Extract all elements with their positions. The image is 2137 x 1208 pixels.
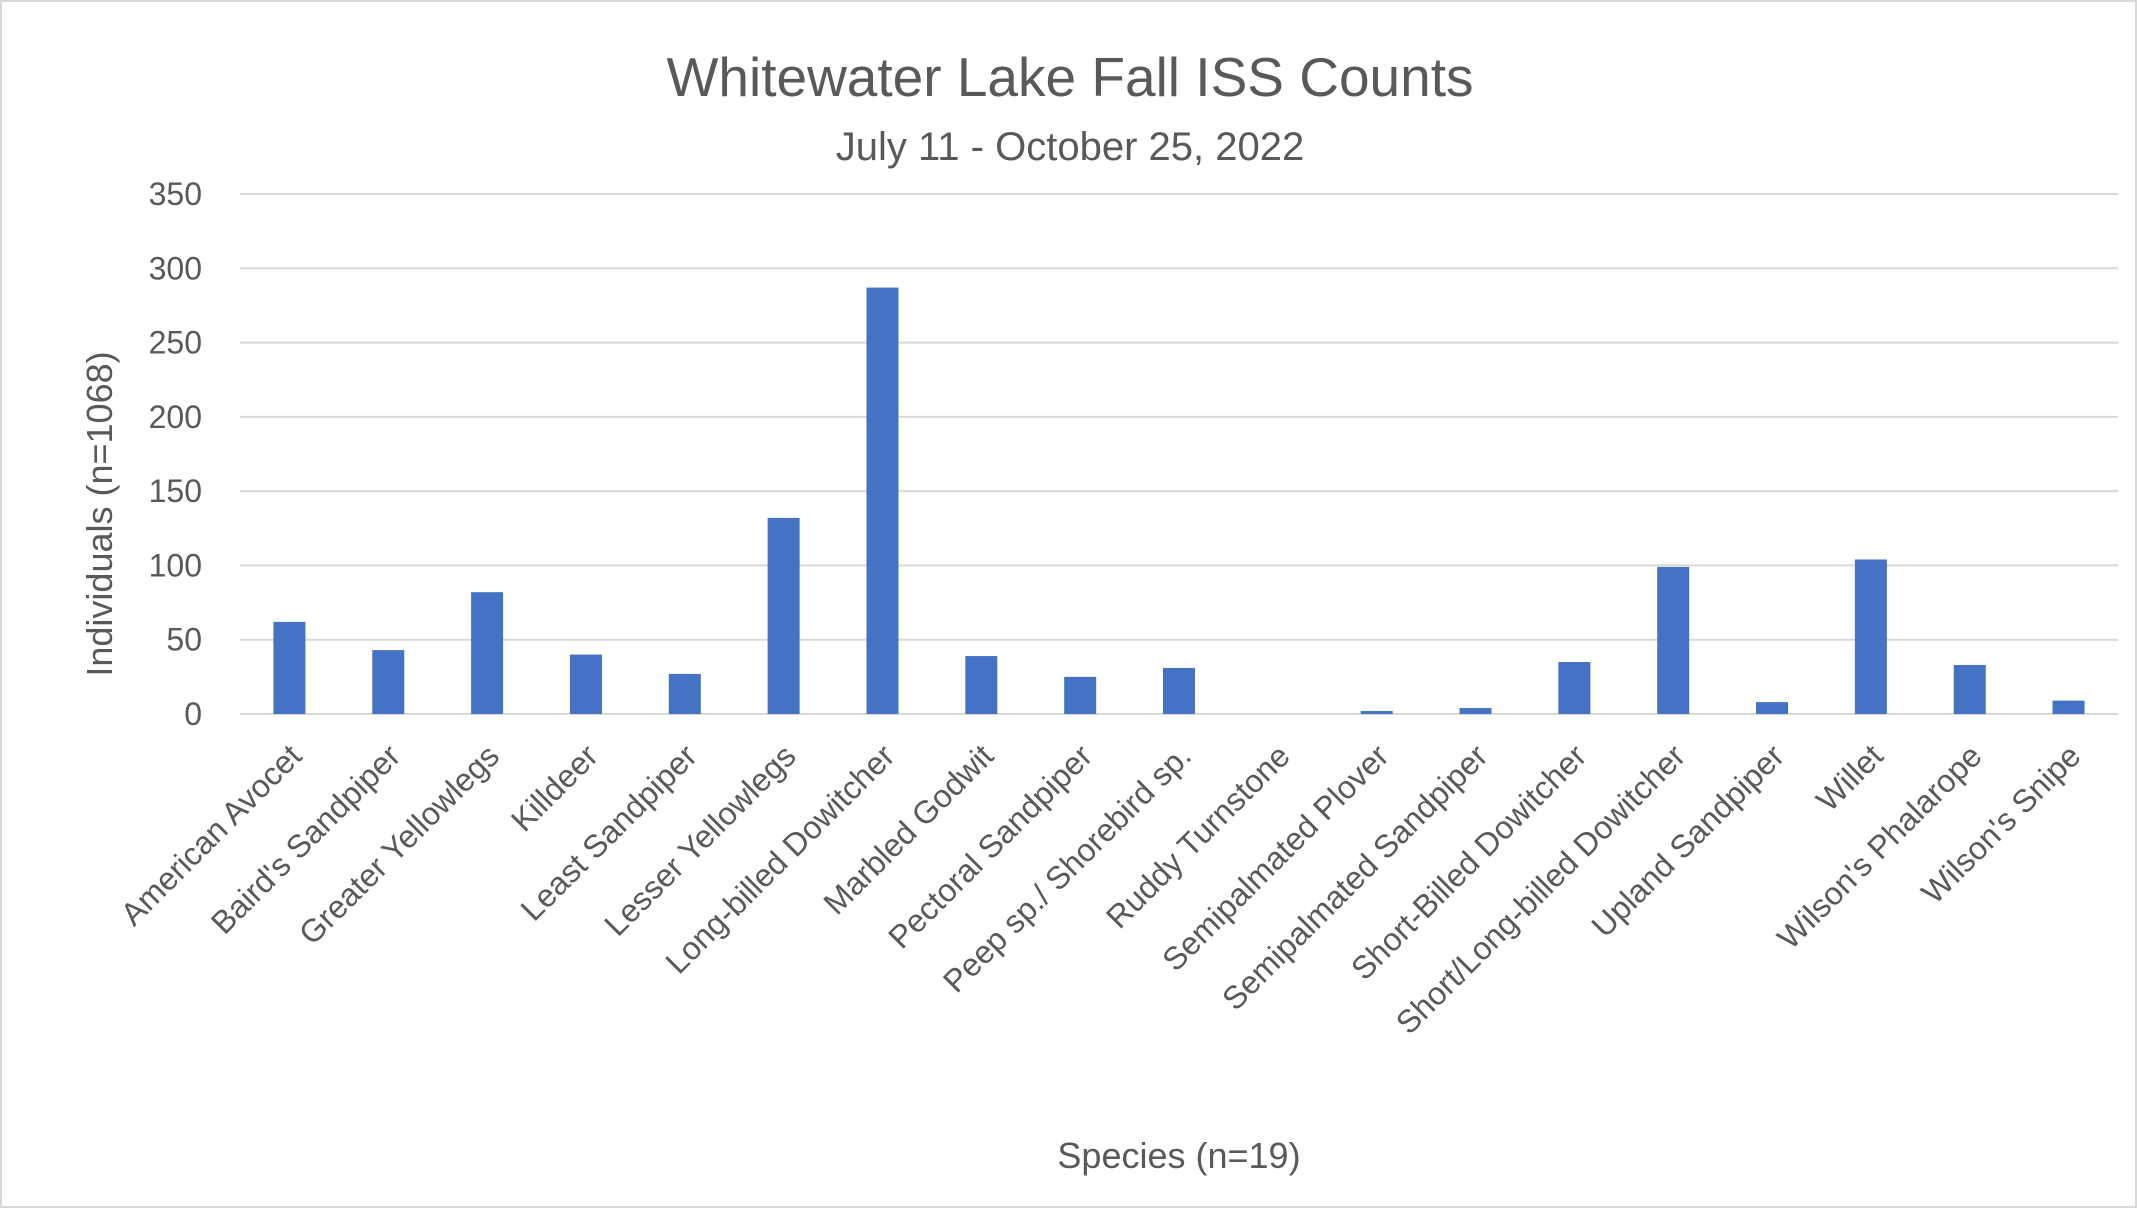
y-tick-label: 200 [149,399,202,435]
y-tick-label: 100 [149,547,202,583]
bars [273,287,2085,714]
bar [1360,711,1393,714]
bar [668,673,701,714]
gridlines [240,193,2118,715]
bar [965,656,998,714]
chart-subtitle: July 11 - October 25, 2022 [836,125,1304,169]
x-tick-label: American Avocet [114,737,309,932]
bar [1756,702,1789,714]
bar [471,592,504,714]
x-tick-label: Upland Sandpiper [1584,737,1791,944]
bar [1163,667,1195,714]
x-tick-label: Least Sandpiper [513,737,703,927]
bar [866,287,899,714]
x-tick-label: Killdeer [504,737,605,838]
bar [1459,708,1492,714]
chart-title: Whitewater Lake Fall ISS Counts [666,46,1473,108]
bar [2052,700,2085,714]
x-axis-label: Species (n=19) [1057,1135,1300,1176]
bar [1854,559,1887,714]
x-tick-label: Willet [1809,737,1890,818]
bar [1064,676,1097,714]
x-tick-label: Marbled Godwit [816,737,1000,921]
y-tick-label: 250 [149,325,202,361]
y-tick-label: 350 [149,176,202,212]
x-tick-label: Ruddy Turnstone [1099,737,1297,935]
bar [1953,664,1986,714]
bar [569,654,602,714]
bar [767,517,800,714]
bar [273,621,306,714]
bar [1657,566,1690,714]
y-tick-label: 150 [149,473,202,509]
y-axis-ticks: 0 50 100 150 200 250 300 350 [149,176,202,732]
bar [372,650,405,714]
x-tick-label: Lesser Yellowlegs [597,737,802,942]
x-tick-label: Baird's Sandpiper [204,737,408,941]
y-tick-label: 50 [166,622,202,658]
bar [1558,662,1591,714]
y-axis-label: Individuals (n=1068) [79,351,120,676]
y-tick-label: 0 [184,696,202,732]
y-tick-label: 300 [149,250,202,286]
